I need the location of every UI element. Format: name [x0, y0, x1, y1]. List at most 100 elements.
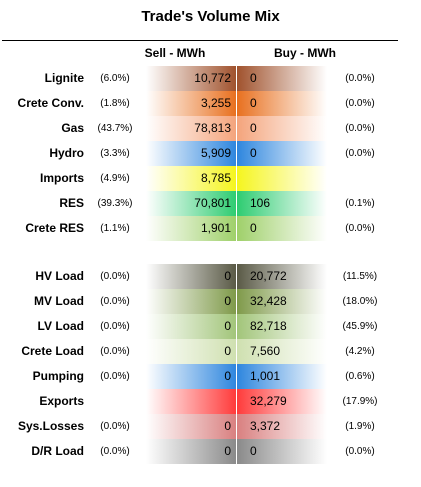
buy-value: 1,001 [250, 369, 281, 383]
sell-cell: 70,801 [146, 191, 236, 216]
sell-percent: (0.0%) [100, 321, 130, 332]
table-row: Pumping (0.0%) 0 1,001 (0.6%) [0, 364, 421, 389]
buy-value: 0 [250, 96, 257, 110]
sell-percent: (0.0%) [100, 421, 130, 432]
buy-cell: 0 [237, 116, 327, 141]
sell-value: 0 [224, 319, 231, 333]
sell-percent: (3.3%) [100, 148, 130, 159]
buy-value: 20,772 [250, 269, 287, 283]
sell-percent: (1.8%) [100, 98, 130, 109]
buy-cell: 3,372 [237, 414, 327, 439]
row-label: Hydro [49, 146, 84, 160]
sell-cell: 0 [146, 364, 236, 389]
buy-value: 0 [250, 444, 257, 458]
row-label: Crete RES [25, 221, 84, 235]
sell-value: 8,785 [200, 171, 231, 185]
buy-value: 3,372 [250, 419, 281, 433]
buy-percent: (0.0%) [345, 123, 375, 134]
sell-cell: 1,901 [146, 216, 236, 241]
sell-percent: (4.9%) [100, 173, 130, 184]
row-label: MV Load [34, 294, 84, 308]
sell-value: 0 [224, 344, 231, 358]
sell-cell: 0 [146, 314, 236, 339]
buy-percent: (4.2%) [345, 346, 375, 357]
buy-cell [237, 166, 327, 191]
buy-cell: 32,279 [237, 389, 327, 414]
table-row: HV Load (0.0%) 0 20,772 (11.5%) [0, 264, 421, 289]
sell-cell: 0 [146, 289, 236, 314]
sell-percent: (0.0%) [100, 296, 130, 307]
row-label: D/R Load [31, 444, 84, 458]
buy-value: 0 [250, 71, 257, 85]
buy-cell: 106 [237, 191, 327, 216]
buy-value: 0 [250, 221, 257, 235]
table-row: Gas (43.7%) 78,813 0 (0.0%) [0, 116, 421, 141]
table-row: Crete Load (0.0%) 0 7,560 (4.2%) [0, 339, 421, 364]
sell-value: 1,901 [200, 221, 231, 235]
sell-percent: (0.0%) [100, 346, 130, 357]
sell-cell [146, 389, 236, 414]
chart-title: Trade's Volume Mix [141, 8, 280, 25]
sell-percent: (0.0%) [100, 371, 130, 382]
sell-value: 0 [224, 419, 231, 433]
buy-percent: (0.0%) [345, 223, 375, 234]
sell-percent: (1.1%) [100, 223, 130, 234]
row-label: LV Load [37, 319, 84, 333]
sell-value: 10,772 [194, 71, 231, 85]
sell-cell: 3,255 [146, 91, 236, 116]
table-row: Crete Conv. (1.8%) 3,255 0 (0.0%) [0, 91, 421, 116]
sell-cell: 0 [146, 264, 236, 289]
sell-cell: 5,909 [146, 141, 236, 166]
buy-column-header: Buy - MWh [274, 46, 336, 60]
buy-percent: (0.0%) [345, 446, 375, 457]
sell-percent: (39.3%) [97, 198, 133, 209]
sell-cell: 0 [146, 439, 236, 464]
buy-percent: (1.9%) [345, 421, 375, 432]
sell-value: 3,255 [200, 96, 231, 110]
buy-cell: 0 [237, 216, 327, 241]
table-row: D/R Load (0.0%) 0 0 (0.0%) [0, 439, 421, 464]
sell-value: 0 [224, 444, 231, 458]
table-row: MV Load (0.0%) 0 32,428 (18.0%) [0, 289, 421, 314]
buy-value: 106 [250, 196, 271, 210]
sell-cell: 0 [146, 339, 236, 364]
buy-cell: 82,718 [237, 314, 327, 339]
buy-percent: (0.6%) [345, 371, 375, 382]
buy-cell: 20,772 [237, 264, 327, 289]
buy-percent: (11.5%) [342, 271, 378, 282]
buy-percent: (0.0%) [345, 148, 375, 159]
buy-percent: (18.0%) [342, 296, 378, 307]
buy-cell: 0 [237, 91, 327, 116]
buy-value: 32,428 [250, 294, 287, 308]
buy-percent: (0.0%) [345, 98, 375, 109]
sell-value: 0 [224, 269, 231, 283]
buy-percent: (45.9%) [342, 321, 378, 332]
sell-cell: 8,785 [146, 166, 236, 191]
sell-cell: 10,772 [146, 66, 236, 91]
row-label: Crete Load [21, 344, 84, 358]
table-row: Imports (4.9%) 8,785 [0, 166, 421, 191]
row-label: Sys.Losses [17, 419, 84, 433]
table-row: Sys.Losses (0.0%) 0 3,372 (1.9%) [0, 414, 421, 439]
buy-cell: 1,001 [237, 364, 327, 389]
row-label: Imports [39, 171, 84, 185]
buy-value: 0 [250, 146, 257, 160]
row-label: RES [59, 196, 84, 210]
sell-value: 70,801 [194, 196, 231, 210]
sell-percent: (43.7%) [97, 123, 133, 134]
sell-value: 78,813 [194, 121, 231, 135]
sell-value: 0 [224, 294, 231, 308]
sell-percent [86, 389, 144, 414]
row-label: Exports [39, 394, 84, 408]
column-divider [236, 264, 237, 464]
table-row: RES (39.3%) 70,801 106 (0.1%) [0, 191, 421, 216]
table-row: Lignite (6.0%) 10,772 0 (0.0%) [0, 66, 421, 91]
buy-cell: 0 [237, 141, 327, 166]
buy-value: 7,560 [250, 344, 281, 358]
row-label: Pumping [32, 369, 84, 383]
row-label: HV Load [35, 269, 84, 283]
sell-value: 0 [224, 369, 231, 383]
title-rule [2, 40, 398, 41]
buy-cell: 32,428 [237, 289, 327, 314]
